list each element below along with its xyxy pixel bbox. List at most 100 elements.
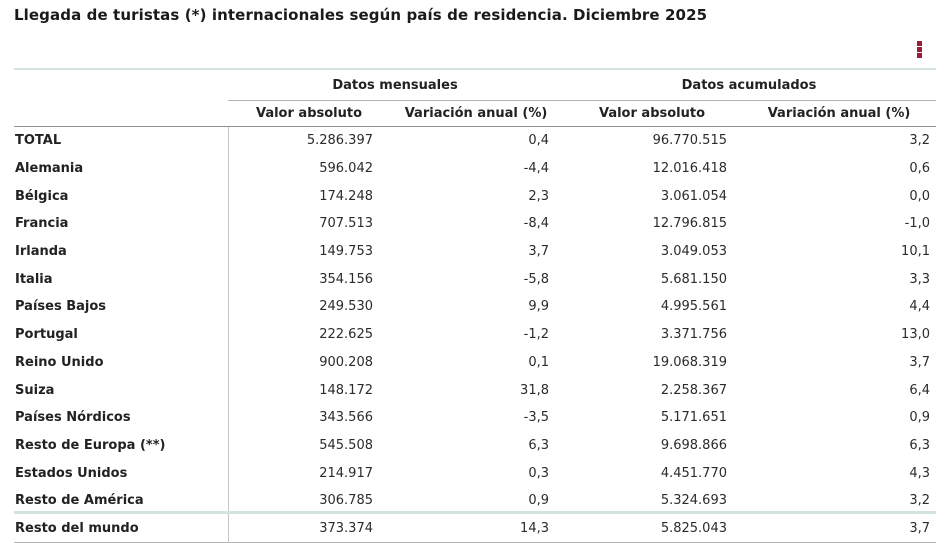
cell-value: -1,2: [523, 327, 549, 343]
column-group-monthly: Datos mensuales: [228, 69, 562, 101]
cell-value: 707.513: [319, 216, 373, 232]
cell-value: 174.248: [319, 188, 373, 204]
row-label: Irlanda: [14, 237, 229, 266]
cell-value: 149.753: [319, 244, 373, 260]
cell-value: 0,1: [528, 354, 549, 370]
cell-value: 5.324.693: [660, 493, 727, 509]
row-label: Estados Unidos: [14, 459, 229, 487]
row-label: Francia: [14, 210, 229, 238]
cell-value: 3,7: [909, 354, 930, 370]
cell-value: 6,4: [909, 382, 930, 398]
cell-value: 2.258.367: [660, 382, 727, 398]
cell-value: 354.156: [319, 271, 373, 287]
cell-value: 3,3: [909, 271, 930, 287]
table-row: Resto de Europa (**) 545.508 6,3 9.698.866 6…: [14, 431, 936, 460]
cell-value: 222.625: [319, 327, 373, 343]
row-label: Reino Unido: [14, 348, 229, 377]
cell-value: 306.785: [319, 493, 373, 509]
cell-value: 6,3: [909, 437, 930, 453]
table-row: Portugal 222.625 -1,2 3.371.756 13,0: [14, 320, 936, 349]
table-row: Países Nórdicos 343.566 -3,5 5.171.651 0,9: [14, 403, 936, 432]
cell-value: 3,2: [909, 133, 930, 149]
cell-value: 4,3: [909, 465, 930, 481]
row-label: Resto de Europa (**): [14, 431, 229, 460]
corner-cell: [14, 100, 228, 127]
table-row: Italia 354.156 -5,8 5.681.150 3,3: [14, 265, 936, 294]
column-group-header-row: Datos mensuales Datos acumulados: [14, 69, 936, 101]
cell-value: 10,1: [901, 244, 930, 260]
cell-value: 3.371.756: [660, 327, 727, 343]
cell-value: 249.530: [319, 299, 373, 315]
kebab-dot: [917, 47, 922, 52]
row-label: Portugal: [14, 320, 229, 349]
cell-value: 3.061.054: [660, 188, 727, 204]
cell-value: 9.698.866: [660, 437, 727, 453]
table-row: Irlanda 149.753 3,7 3.049.053 10,1: [14, 237, 936, 266]
cell-value: 0,4: [528, 133, 549, 149]
column-header-monthly-absolute: Valor absoluto: [228, 100, 390, 127]
page-title: Llegada de turistas (*) internacionales …: [14, 6, 708, 24]
cell-value: 13,0: [901, 327, 930, 343]
column-header-accumulated-variation: Variación anual (%): [742, 100, 936, 127]
column-header-row: Valor absoluto Variación anual (%) Valor…: [14, 100, 936, 127]
table-row: Reino Unido 900.208 0,1 19.068.319 3,7: [14, 348, 936, 377]
cell-value: 4.995.561: [660, 299, 727, 315]
cell-value: 0,9: [909, 410, 930, 426]
cell-value: 31,8: [520, 382, 549, 398]
cell-value: -1,0: [904, 216, 930, 232]
cell-value: 214.917: [319, 465, 373, 481]
cell-value: 5.171.651: [660, 410, 727, 426]
table-row: Resto del mundo 373.374 14,3 5.825.043 3,7: [14, 514, 936, 543]
row-label: Italia: [14, 265, 229, 294]
cell-value: 0,9: [528, 493, 549, 509]
cell-value: 0,0: [909, 188, 930, 204]
table-row: Resto de América 306.785 0,9 5.324.693 3,2: [14, 486, 936, 515]
cell-value: 96.770.515: [652, 133, 727, 149]
cell-value: 900.208: [319, 354, 373, 370]
tourist-arrivals-table: Datos mensuales Datos acumulados Valor a…: [14, 68, 936, 543]
cell-value: 0,6: [909, 161, 930, 177]
cell-value: 5.681.150: [660, 271, 727, 287]
cell-value: 6,3: [528, 437, 549, 453]
cell-value: -8,4: [523, 216, 549, 232]
column-header-accumulated-absolute: Valor absoluto: [562, 100, 742, 127]
kebab-menu-icon[interactable]: [917, 41, 923, 59]
cell-value: 3,2: [909, 493, 930, 509]
cell-value: -5,8: [523, 271, 549, 287]
kebab-dot: [917, 41, 922, 46]
table-row: Países Bajos 249.530 9,9 4.995.561 4,4: [14, 293, 936, 321]
cell-value: 3,7: [909, 520, 930, 536]
table-row: Francia 707.513 -8,4 12.796.815 -1,0: [14, 210, 936, 238]
row-label: Alemania: [14, 154, 229, 183]
cell-value: 9,9: [528, 299, 549, 315]
row-label: Resto del mundo: [14, 514, 229, 543]
cell-value: -4,4: [523, 161, 549, 177]
row-label: TOTAL: [14, 126, 229, 155]
cell-value: -3,5: [523, 410, 549, 426]
table-row: Estados Unidos 214.917 0,3 4.451.770 4,3: [14, 459, 936, 487]
row-label: Países Nórdicos: [14, 403, 229, 432]
column-header-monthly-variation: Variación anual (%): [390, 100, 562, 127]
table-row: TOTAL 5.286.397 0,4 96.770.515 3,2: [14, 126, 936, 155]
cell-value: 596.042: [319, 161, 373, 177]
row-label: Resto de América: [14, 486, 229, 515]
row-label: Bélgica: [14, 182, 229, 211]
cell-value: 5.286.397: [306, 133, 373, 149]
cell-value: 545.508: [319, 437, 373, 453]
corner-cell: [14, 69, 228, 101]
cell-value: 373.374: [319, 520, 373, 536]
cell-value: 148.172: [319, 382, 373, 398]
cell-value: 2,3: [528, 188, 549, 204]
cell-value: 3.049.053: [660, 244, 727, 260]
cell-value: 4.451.770: [660, 465, 727, 481]
column-group-accumulated: Datos acumulados: [562, 69, 936, 101]
cell-value: 343.566: [319, 410, 373, 426]
bottom-divider: [14, 511, 936, 514]
cell-value: 14,3: [520, 520, 549, 536]
row-label: Suiza: [14, 376, 229, 404]
cell-value: 12.796.815: [652, 216, 727, 232]
table-row: Suiza 148.172 31,8 2.258.367 6,4: [14, 376, 936, 404]
cell-value: 3,7: [528, 244, 549, 260]
row-label: Países Bajos: [14, 293, 229, 321]
table-row: Bélgica 174.248 2,3 3.061.054 0,0: [14, 182, 936, 211]
